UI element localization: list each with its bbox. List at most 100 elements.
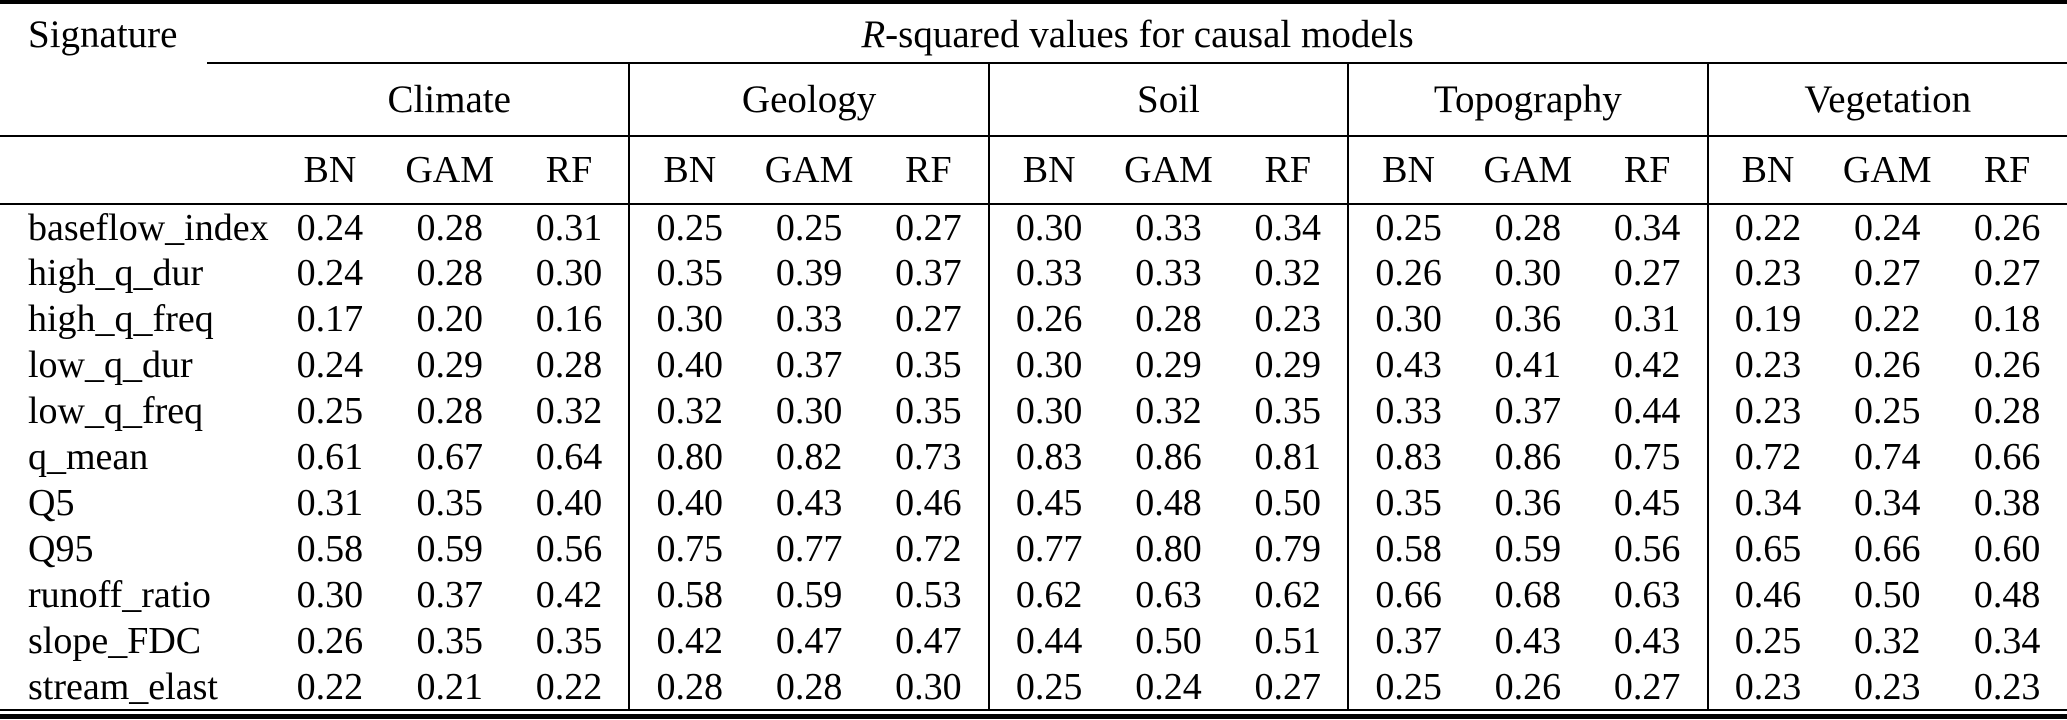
value-cell: 0.66 — [1347, 572, 1468, 618]
value-cell: 0.28 — [416, 252, 483, 294]
model-header-bn: BN — [1706, 136, 1828, 205]
value-cell: 0.23 — [1706, 664, 1828, 711]
title-row: Signature R-squared values for causal mo… — [0, 4, 2067, 64]
value-cell: 0.35 — [895, 390, 962, 432]
title-italic-r: R — [861, 12, 886, 56]
value-cell: 0.35 — [1254, 390, 1322, 432]
value-cell: 0.33 — [1347, 388, 1468, 434]
value-cell: 0.37 — [416, 574, 483, 616]
value-cell: 0.25 — [1347, 664, 1468, 711]
group-header-vegetation: Vegetation — [1706, 64, 2067, 137]
group-header-geology: Geology — [628, 64, 989, 137]
value-cell: 0.28 — [628, 664, 750, 711]
value-cell: 0.83 — [1347, 434, 1468, 480]
table-title: R-squared values for causal models — [270, 4, 2067, 64]
r-squared-table: Signature R-squared values for causal mo… — [0, 4, 2067, 711]
value-cell: 0.26 — [987, 296, 1109, 342]
signature-cell: slope_FDC — [28, 620, 202, 662]
value-cell: 0.23 — [1827, 664, 1948, 711]
value-cell: 0.30 — [987, 388, 1109, 434]
value-cell: 0.29 — [1254, 344, 1322, 386]
value-cell: 0.83 — [987, 434, 1109, 480]
value-cell: 0.39 — [775, 252, 843, 294]
value-cell: 0.62 — [1254, 574, 1322, 616]
signature-cell: runoff_ratio — [28, 574, 211, 616]
value-cell: 0.28 — [749, 664, 869, 711]
value-cell: 0.26 — [1467, 664, 1588, 711]
value-cell: 0.48 — [1135, 482, 1202, 524]
value-cell: 0.44 — [987, 618, 1109, 664]
signature-cell: low_q_freq — [28, 390, 204, 432]
table-row: runoff_ratio 0.30 0.37 0.42 0.58 0.59 0.53 0.62… — [0, 572, 2067, 618]
value-cell: 0.66 — [1854, 528, 1921, 570]
bottom-rule — [0, 714, 2067, 719]
value-cell: 0.58 — [1347, 526, 1468, 572]
value-cell: 0.47 — [895, 620, 962, 662]
value-cell: 0.56 — [1613, 528, 1681, 570]
value-cell: 0.25 — [987, 664, 1109, 711]
model-header-bn: BN — [628, 136, 750, 205]
value-cell: 0.27 — [1973, 252, 2041, 294]
value-cell: 0.35 — [895, 344, 962, 386]
value-cell: 0.32 — [1254, 252, 1322, 294]
value-cell: 0.47 — [775, 620, 843, 662]
value-cell: 0.35 — [535, 620, 603, 662]
value-cell: 0.43 — [1613, 620, 1681, 662]
value-cell: 0.23 — [1947, 664, 2067, 711]
value-cell: 0.68 — [1494, 574, 1562, 616]
value-cell: 0.19 — [1706, 296, 1828, 342]
value-cell: 0.32 — [535, 390, 603, 432]
value-cell: 0.72 — [1706, 434, 1828, 480]
value-cell: 0.66 — [1973, 436, 2041, 478]
table-row: Q5 0.31 0.35 0.40 0.40 0.43 0.46 0.45 0.48 0.50 0.… — [0, 480, 2067, 526]
group-header-climate: Climate — [270, 64, 630, 137]
value-cell: 0.29 — [1135, 344, 1202, 386]
value-cell: 0.79 — [1254, 528, 1322, 570]
value-cell: 0.30 — [1494, 252, 1562, 294]
value-cell: 0.36 — [1494, 482, 1562, 524]
signature-cell: baseflow_index — [28, 206, 269, 249]
value-cell: 0.34 — [1854, 482, 1921, 524]
value-cell: 0.32 — [628, 388, 750, 434]
value-cell: 0.80 — [1135, 528, 1202, 570]
value-cell: 0.24 — [1108, 664, 1229, 711]
value-cell: 0.23 — [1706, 250, 1828, 296]
value-cell: 0.26 — [1347, 250, 1468, 296]
value-cell: 0.86 — [1494, 436, 1562, 478]
model-header-rf: RF — [1587, 136, 1708, 205]
value-cell: 0.36 — [1494, 298, 1562, 340]
value-cell: 0.22 — [509, 664, 630, 711]
signature-column-header: Signature — [28, 12, 178, 56]
model-header-row: BN GAM RF BN GAM RF BN GAM RF BN GAM RF BN GAM RF — [0, 136, 2067, 205]
model-header-rf: RF — [868, 136, 989, 205]
value-cell: 0.32 — [1135, 390, 1202, 432]
value-cell: 0.63 — [1613, 574, 1681, 616]
value-cell: 0.77 — [775, 528, 843, 570]
value-cell: 0.18 — [1973, 298, 2041, 340]
value-cell: 0.23 — [1706, 342, 1828, 388]
value-cell: 0.24 — [296, 344, 364, 386]
model-header-gam: GAM — [749, 136, 869, 205]
value-cell: 0.37 — [775, 344, 843, 386]
value-cell: 0.51 — [1254, 620, 1322, 662]
value-cell: 0.43 — [1494, 620, 1562, 662]
blank-cell — [0, 64, 270, 137]
blank-cell — [0, 136, 270, 205]
value-cell: 0.59 — [1494, 528, 1562, 570]
value-cell: 0.46 — [895, 482, 962, 524]
value-cell: 0.41 — [1494, 344, 1562, 386]
value-cell: 0.42 — [1613, 344, 1681, 386]
value-cell: 0.25 — [1854, 390, 1921, 432]
value-cell: 0.42 — [535, 574, 603, 616]
value-cell: 0.25 — [628, 204, 750, 250]
value-cell: 0.82 — [775, 436, 843, 478]
table-row: q_mean 0.61 0.67 0.64 0.80 0.82 0.73 0.83 0.86 0.… — [0, 434, 2067, 480]
value-cell: 0.58 — [296, 528, 364, 570]
value-cell: 0.45 — [987, 480, 1109, 526]
value-cell: 0.26 — [1854, 344, 1921, 386]
value-cell: 0.25 — [1347, 204, 1468, 250]
table-row: slope_FDC 0.26 0.35 0.35 0.42 0.47 0.47 0.44 0.5… — [0, 618, 2067, 664]
value-cell: 0.33 — [1135, 206, 1202, 249]
model-header-gam: GAM — [1467, 136, 1588, 205]
table-row: high_q_dur 0.24 0.28 0.30 0.35 0.39 0.37 0.33 0.… — [0, 250, 2067, 296]
